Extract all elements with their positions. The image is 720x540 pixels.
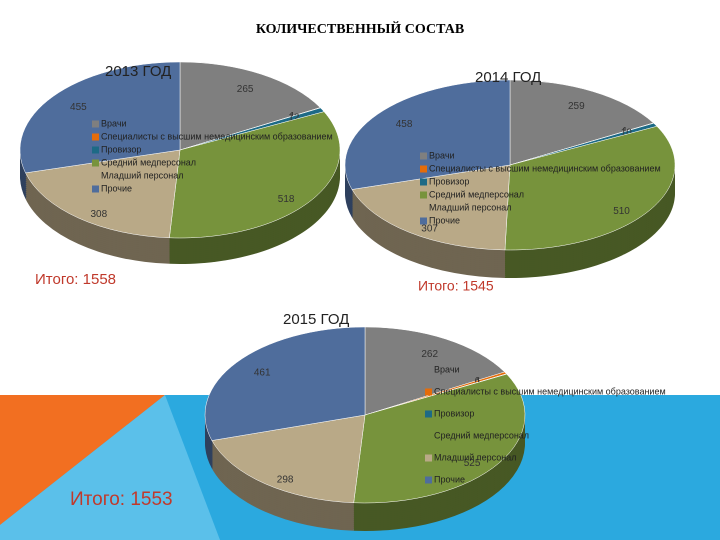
pie-slice (25, 149, 181, 239)
legend-swatch (420, 152, 427, 160)
pie-slice (344, 79, 511, 190)
pie-slice (211, 414, 366, 504)
slide-title: КОЛИЧЕСТВЕННЫЙ СОСТАВ (256, 20, 464, 37)
value-label: 259 (568, 101, 585, 112)
legend-swatch (420, 191, 427, 199)
pie-slice (504, 126, 676, 251)
value-label: 461 (254, 368, 271, 379)
value-label: 262 (421, 349, 438, 360)
pie-slice (351, 164, 511, 251)
legend-swatch (92, 172, 99, 180)
legend-swatch (425, 476, 432, 484)
pie-chart: 26261525298461ВрачиСпециалисты с высшим … (70, 311, 666, 531)
value-label: 307 (421, 224, 438, 235)
legend-label: Врачи (429, 150, 455, 160)
legend-swatch (420, 178, 427, 186)
legend-label: Средний медперсонал (429, 189, 524, 199)
pie-slice (509, 79, 654, 166)
chart-title: 2013 ГОД (105, 63, 171, 80)
legend-label: Специалисты с высшим немедицинским образ… (434, 386, 666, 396)
value-label: 265 (237, 84, 254, 95)
legend-swatch (420, 165, 427, 173)
legend-swatch (425, 366, 432, 374)
legend-label: Специалисты с высшим немедицинским образ… (101, 131, 333, 141)
value-label: 458 (396, 119, 413, 130)
legend-swatch (92, 159, 99, 167)
pie-slice (169, 111, 341, 239)
value-label: 6 (475, 376, 481, 387)
legend-label: Прочие (434, 474, 465, 484)
legend-label: Провизор (429, 176, 469, 186)
value-label: 12 (288, 112, 300, 123)
pie-chart: 259110510307458ВрачиСпециалисты с высшим… (344, 69, 676, 294)
legend-label: Младший персонал (429, 202, 512, 212)
legend-swatch (92, 185, 99, 193)
legend-swatch (425, 432, 432, 440)
total-note: Итого: 1545 (418, 278, 494, 294)
value-label: 518 (278, 194, 295, 205)
legend-label: Младший персонал (101, 170, 184, 180)
legend-swatch (420, 217, 427, 225)
legend-swatch (92, 120, 99, 128)
total-note: Итого: 1558 (35, 271, 116, 288)
pie-slice (19, 61, 181, 174)
total-note: Итого: 1553 (70, 489, 173, 510)
value-label: 455 (70, 102, 87, 113)
value-label: 308 (90, 209, 107, 220)
legend-label: Врачи (434, 364, 460, 374)
legend-label: Средний медперсонал (434, 430, 529, 440)
value-label: 510 (613, 206, 630, 217)
value-label: 525 (464, 458, 481, 469)
pie-slice (204, 326, 366, 441)
pie-chart: 265112518308455ВрачиСпециалисты с высшим… (19, 61, 341, 288)
legend-label: Прочие (101, 183, 132, 193)
legend-label: Провизор (434, 408, 474, 418)
legend-label: Средний медперсонал (101, 157, 196, 167)
legend-label: Провизор (101, 144, 141, 154)
legend-swatch (420, 204, 427, 212)
legend-swatch (425, 454, 432, 462)
chart-title: 2015 ГОД (283, 311, 349, 328)
pie-slice (353, 373, 526, 504)
legend-swatch (92, 133, 99, 141)
chart-title: 2014 ГОД (475, 69, 541, 86)
legend-label: Прочие (429, 215, 460, 225)
value-label: 10 (621, 127, 633, 138)
legend-label: Специалисты с высшим немедицинским образ… (429, 163, 661, 173)
pie-slice (179, 61, 321, 151)
value-label: 298 (277, 475, 294, 486)
legend-label: Врачи (101, 118, 127, 128)
legend-swatch (92, 146, 99, 154)
light-triangle (0, 395, 220, 540)
pie-slice (364, 326, 506, 416)
legend-label: Младший персонал (434, 452, 517, 462)
legend-swatch (425, 410, 432, 418)
legend-swatch (425, 388, 432, 396)
